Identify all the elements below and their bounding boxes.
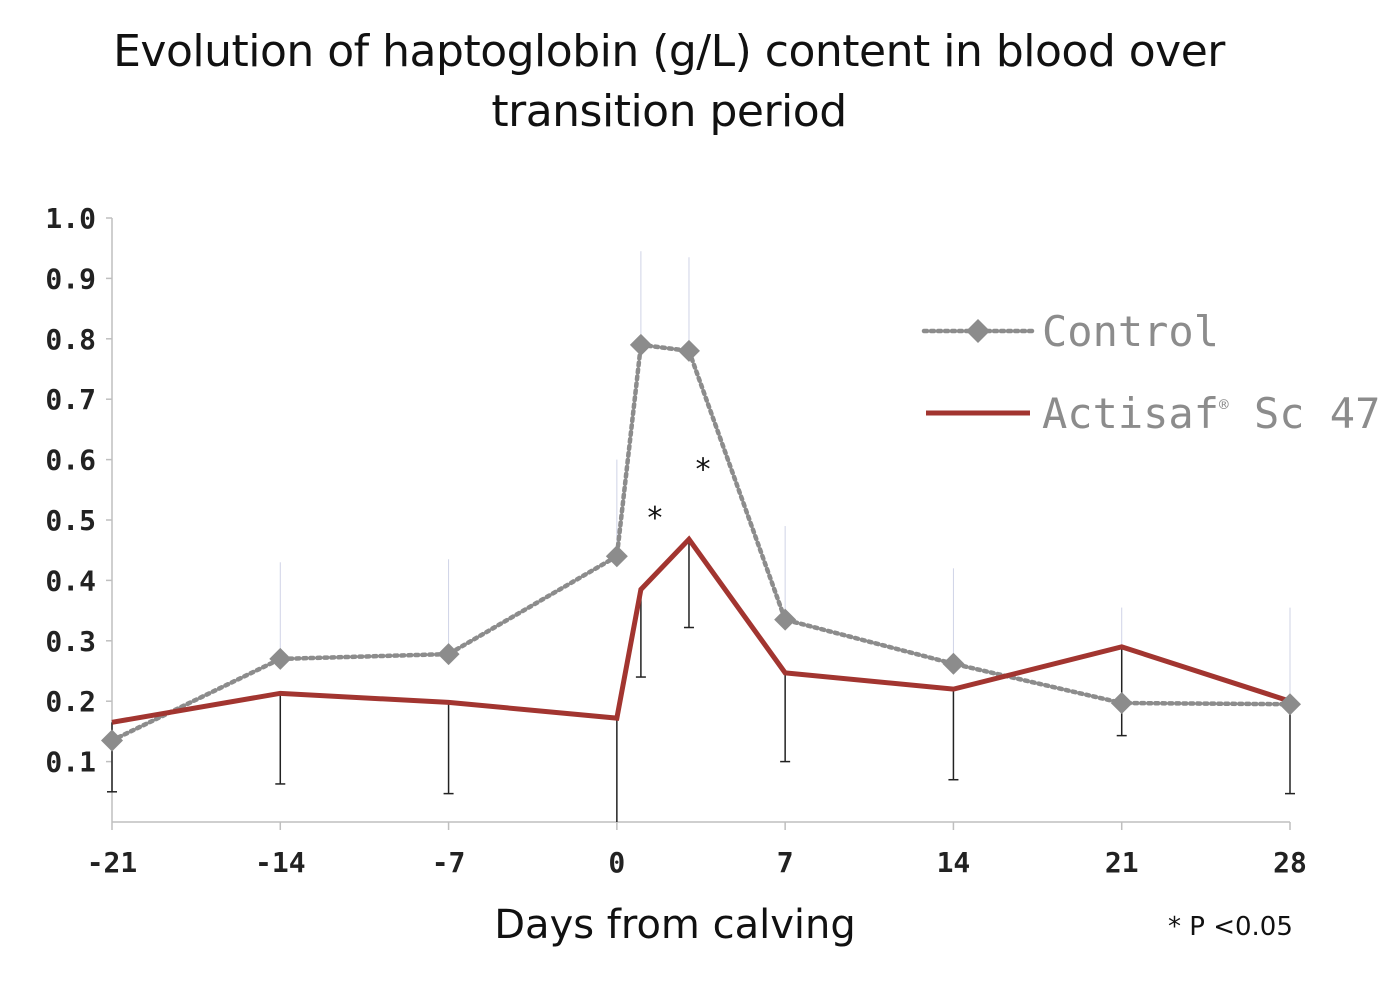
y-tick-label: 0.9 [45, 262, 96, 295]
chart-title-line-2: transition period [491, 86, 847, 137]
x-tick-label: 28 [1273, 846, 1307, 879]
chart-title-line-1: Evolution of haptoglobin (g/L) content i… [113, 26, 1225, 77]
legend-actisaf-name: Actisaf [1042, 389, 1219, 438]
y-tick-label: 0.2 [45, 685, 96, 718]
axes: 0.1 0.2 0.3 0.4 0.5 0.6 0.7 0.8 0.9 1.0 -21 -14 -7 0 7… [45, 202, 1306, 879]
control-point [1279, 693, 1301, 716]
x-tick-label: 14 [937, 846, 971, 879]
control-point [437, 643, 460, 666]
control-point [774, 608, 797, 631]
y-tick-label: 0.7 [45, 383, 96, 416]
legend-actisaf-label: Actisaf® Sc 47 [1042, 389, 1380, 438]
y-tick-label: 0.3 [45, 625, 96, 658]
x-tick-label: -21 [87, 846, 138, 879]
x-tick-label: 0 [608, 846, 625, 879]
control-line [109, 342, 1293, 743]
significance-marker: * [646, 501, 664, 536]
control-point [269, 647, 292, 670]
actisaf-line [111, 535, 1291, 725]
legend-control-label: Control [1042, 307, 1219, 356]
y-tick-label: 0.1 [45, 746, 96, 779]
control-point [101, 729, 123, 752]
x-tick-label: -14 [255, 846, 306, 879]
error-bars [107, 251, 1295, 822]
significance-footnote: * P <0.05 [1168, 912, 1293, 942]
y-tick-label: 0.5 [45, 504, 96, 537]
x-axis-label: Days from calving [494, 902, 856, 948]
x-tick-label: -7 [432, 846, 466, 879]
y-tick-label: 1.0 [45, 202, 96, 235]
series-group [101, 333, 1301, 752]
annotations: ** [646, 453, 712, 536]
control-point [605, 545, 628, 568]
control-point [942, 652, 965, 675]
control-point [629, 333, 652, 356]
significance-marker: * [694, 453, 712, 488]
control-point [1110, 692, 1133, 715]
legend-actisaf-suffix: Sc 47 [1229, 389, 1381, 438]
x-tick-label: 21 [1105, 846, 1139, 879]
y-tick-label: 0.4 [45, 564, 96, 597]
y-tick-label: 0.6 [45, 444, 96, 477]
legend-control-marker [966, 319, 990, 343]
legend-actisaf-superscript: ® [1219, 395, 1229, 414]
y-tick-label: 0.8 [45, 323, 96, 356]
x-tick-label: 7 [777, 846, 794, 879]
control-point [677, 339, 700, 362]
legend: Control Actisaf® Sc 47 [921, 307, 1380, 438]
